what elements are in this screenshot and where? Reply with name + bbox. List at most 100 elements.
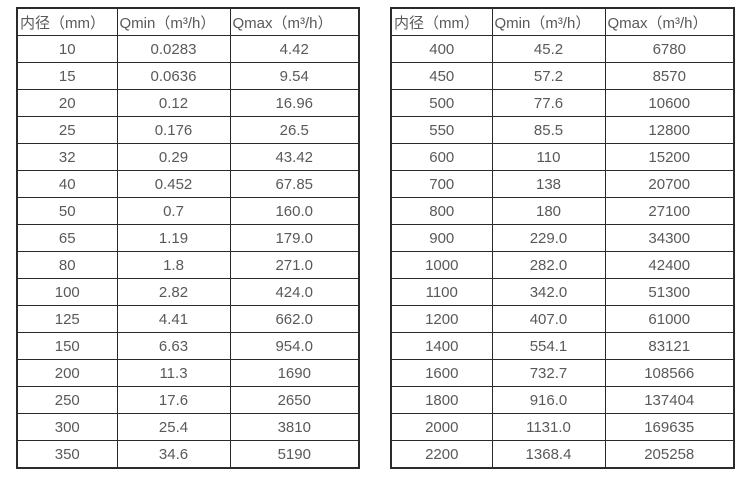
diameter-cell: 150 — [16, 332, 118, 360]
diameter-cell: 300 — [16, 413, 118, 441]
table-row: 1100 342.0 51300 — [390, 278, 735, 306]
table-row: 1000 282.0 42400 — [390, 251, 735, 279]
qmin-cell: 732.7 — [491, 359, 606, 387]
table-row: 900 229.0 34300 — [390, 224, 735, 252]
qmin-cell: 282.0 — [491, 251, 606, 279]
qmax-cell: 61000 — [604, 305, 735, 333]
qmin-cell: 77.6 — [491, 89, 606, 117]
qmin-cell: 57.2 — [491, 62, 606, 90]
diameter-cell: 10 — [16, 35, 118, 63]
diameter-cell: 15 — [16, 62, 118, 90]
qmax-cell: 2650 — [229, 386, 360, 414]
diameter-cell: 32 — [16, 143, 118, 171]
table-row: 32 0.29 43.42 — [16, 143, 360, 171]
qmin-cell: 17.6 — [116, 386, 231, 414]
table-row: 2200 1368.4 205258 — [390, 440, 735, 469]
qmax-cell: 9.54 — [229, 62, 360, 90]
qmax-column-header: Qmax（m³/h） — [604, 7, 735, 36]
diameter-cell: 50 — [16, 197, 118, 225]
qmin-cell: 0.29 — [116, 143, 231, 171]
diameter-cell: 400 — [390, 35, 493, 63]
diameter-cell: 1200 — [390, 305, 493, 333]
qmin-cell: 138 — [491, 170, 606, 198]
qmin-cell: 180 — [491, 197, 606, 225]
qmin-cell: 0.452 — [116, 170, 231, 198]
qmax-cell: 20700 — [604, 170, 735, 198]
diameter-cell: 250 — [16, 386, 118, 414]
qmin-cell: 6.63 — [116, 332, 231, 360]
qmax-cell: 8570 — [604, 62, 735, 90]
diameter-cell: 450 — [390, 62, 493, 90]
qmax-cell: 83121 — [604, 332, 735, 360]
table-row: 150 6.63 954.0 — [16, 332, 360, 360]
qmax-cell: 4.42 — [229, 35, 360, 63]
qmax-cell: 1690 — [229, 359, 360, 387]
qmax-column-header: Qmax（m³/h） — [229, 7, 360, 36]
qmin-cell: 0.0636 — [116, 62, 231, 90]
qmin-cell: 45.2 — [491, 35, 606, 63]
table-row: 50 0.7 160.0 — [16, 197, 360, 225]
qmax-cell: 16.96 — [229, 89, 360, 117]
table-row: 800 180 27100 — [390, 197, 735, 225]
diameter-cell: 500 — [390, 89, 493, 117]
table-row: 1600 732.7 108566 — [390, 359, 735, 387]
diameter-cell: 100 — [16, 278, 118, 306]
table-row: 10 0.0283 4.42 — [16, 35, 360, 63]
qmax-cell: 51300 — [604, 278, 735, 306]
diameter-cell: 800 — [390, 197, 493, 225]
table-row: 300 25.4 3810 — [16, 413, 360, 441]
qmax-cell: 67.85 — [229, 170, 360, 198]
qmax-cell: 3810 — [229, 413, 360, 441]
table-row: 250 17.6 2650 — [16, 386, 360, 414]
diameter-cell: 600 — [390, 143, 493, 171]
qmin-column-header: Qmin（m³/h） — [491, 7, 606, 36]
qmax-cell: 43.42 — [229, 143, 360, 171]
diameter-cell: 200 — [16, 359, 118, 387]
diameter-column-header: 内径（mm） — [16, 7, 118, 36]
table-row: 25 0.176 26.5 — [16, 116, 360, 144]
qmin-cell: 342.0 — [491, 278, 606, 306]
qmax-cell: 42400 — [604, 251, 735, 279]
qmax-cell: 137404 — [604, 386, 735, 414]
diameter-cell: 350 — [16, 440, 118, 469]
qmin-column-header: Qmin（m³/h） — [116, 7, 231, 36]
qmax-cell: 169635 — [604, 413, 735, 441]
qmin-cell: 916.0 — [491, 386, 606, 414]
qmin-cell: 407.0 — [491, 305, 606, 333]
qmin-cell: 110 — [491, 143, 606, 171]
qmax-cell: 424.0 — [229, 278, 360, 306]
table-row: 1200 407.0 61000 — [390, 305, 735, 333]
qmax-cell: 15200 — [604, 143, 735, 171]
qmin-cell: 85.5 — [491, 116, 606, 144]
table-row: 500 77.6 10600 — [390, 89, 735, 117]
table-row: 125 4.41 662.0 — [16, 305, 360, 333]
qmin-cell: 0.7 — [116, 197, 231, 225]
table-row: 1800 916.0 137404 — [390, 386, 735, 414]
qmin-cell: 1.19 — [116, 224, 231, 252]
table-row: 700 138 20700 — [390, 170, 735, 198]
table-row: 600 110 15200 — [390, 143, 735, 171]
table-row: 200 11.3 1690 — [16, 359, 360, 387]
diameter-cell: 25 — [16, 116, 118, 144]
qmax-cell: 12800 — [604, 116, 735, 144]
qmin-cell: 1131.0 — [491, 413, 606, 441]
qmax-cell: 954.0 — [229, 332, 360, 360]
qmax-cell: 108566 — [604, 359, 735, 387]
qmin-cell: 25.4 — [116, 413, 231, 441]
qmax-cell: 179.0 — [229, 224, 360, 252]
qmax-cell: 662.0 — [229, 305, 360, 333]
table-row: 100 2.82 424.0 — [16, 278, 360, 306]
qmax-cell: 205258 — [604, 440, 735, 469]
table-row: 65 1.19 179.0 — [16, 224, 360, 252]
header-row: 内径（mm） Qmin（m³/h） Qmax（m³/h） — [390, 7, 735, 36]
diameter-cell: 20 — [16, 89, 118, 117]
qmax-cell: 27100 — [604, 197, 735, 225]
diameter-cell: 900 — [390, 224, 493, 252]
diameter-column-header: 内径（mm） — [390, 7, 493, 36]
header-row: 内径（mm） Qmin（m³/h） Qmax（m³/h） — [16, 7, 360, 36]
qmin-cell: 1.8 — [116, 251, 231, 279]
diameter-cell: 65 — [16, 224, 118, 252]
qmin-cell: 0.176 — [116, 116, 231, 144]
diameter-cell: 2200 — [390, 440, 493, 469]
